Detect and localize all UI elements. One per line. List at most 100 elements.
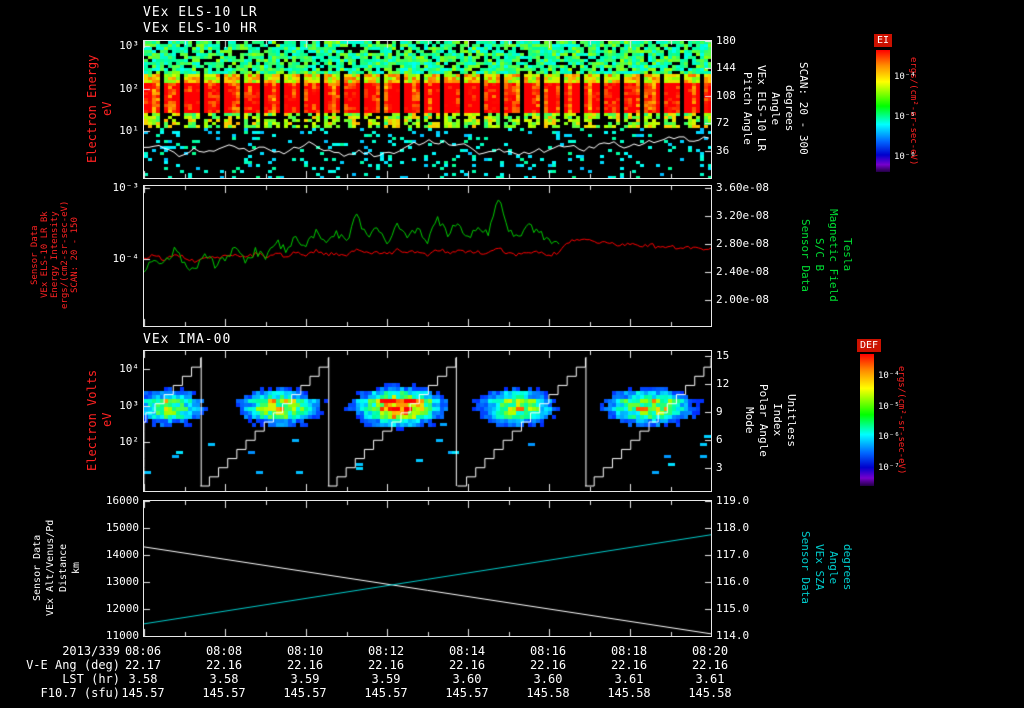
ephemeris-value: 145.58 xyxy=(688,686,732,700)
ephemeris-value: 145.58 xyxy=(526,686,570,700)
y-left-tick-label: 11000 xyxy=(105,629,139,642)
y-left-axis-title-line: Energy Intensity xyxy=(50,211,60,299)
ephemeris-value: 145.57 xyxy=(445,686,489,700)
ephemeris-row-label: F10.7 (sfu) xyxy=(40,686,120,700)
y-left-axis-title-line: VEx Alt/Venus/Pd xyxy=(45,519,56,616)
colorbar-ima-units: ergs/(cm²-sr-sec-eV) xyxy=(896,365,906,475)
ephemeris-value: 22.16 xyxy=(367,658,405,672)
ephemeris-value: 3.61 xyxy=(614,672,644,686)
y-right-axis-title-line: VEx ELS-10 LR xyxy=(755,65,768,152)
y-right-tick-label: 9 xyxy=(716,404,723,418)
time-tick-label: 08:06 xyxy=(124,644,162,658)
y-right-axis-title-line: Unitless xyxy=(785,393,798,447)
y-left-tick-label: 15000 xyxy=(105,521,139,534)
y-right-axis-title-line: Index xyxy=(771,403,784,437)
ephemeris-value: 3.58 xyxy=(128,672,158,686)
y-left-axis-title-line: SCAN: 20 - 150 xyxy=(70,217,80,293)
y-right-axis-title-line: VEx SZA xyxy=(813,544,826,591)
time-tick-label: 08:18 xyxy=(610,644,648,658)
y-left-tick-label: 10⁴ xyxy=(119,362,139,376)
y-right-axis-title-line: Sensor Data xyxy=(799,531,812,604)
y-left-tick-label: 10⁻³ xyxy=(112,181,140,195)
panel1-title-line2: VEx ELS-10 HR xyxy=(143,21,258,36)
y-right-tick-label: 108 xyxy=(716,88,736,102)
y-left-tick-label: 12000 xyxy=(105,602,139,615)
panel1-title-line1: VEx ELS-10 LR xyxy=(143,5,258,20)
els-spectrogram-canvas xyxy=(143,40,712,179)
y-right-axis-title-line: Sensor Data xyxy=(799,218,812,292)
colorbar-ima-gradient xyxy=(860,354,874,486)
y-right-tick-label: 118.0 xyxy=(716,521,750,534)
y-left-tick-label: 10² xyxy=(119,81,139,95)
ephemeris-row-label: LST (hr) xyxy=(62,672,120,686)
y-right-tick-label: 117.0 xyxy=(716,548,750,561)
ephemeris-value: 22.16 xyxy=(448,658,486,672)
y-right-axis-title-line: Angle xyxy=(827,550,840,585)
y-right-tick-label: 2.80e-08 xyxy=(716,237,769,251)
y-right-tick-label: 114.0 xyxy=(716,629,750,642)
y-right-axis-title-line: Magnetic Field xyxy=(827,208,840,302)
ima-spectrogram-canvas xyxy=(143,350,712,492)
y-left-axis-title-line: km xyxy=(71,561,82,574)
colorbar-els-title: EI xyxy=(874,34,893,47)
y-right-axis-title-line: S/C B xyxy=(813,238,826,272)
ephemeris-value: 3.59 xyxy=(290,672,320,686)
ephemeris-value: 3.61 xyxy=(695,672,725,686)
ephemeris-value: 22.17 xyxy=(124,658,162,672)
y-left-tick-label: 10³ xyxy=(119,39,139,53)
y-right-tick-label: 115.0 xyxy=(716,602,750,615)
y-right-axis-title: Sensor Data S/C B Magnetic Field Tesla xyxy=(798,185,854,325)
colorbar-tick-label: 10⁻⁴ xyxy=(894,71,916,82)
y-left-axis-title-line: Electron Volts xyxy=(85,369,99,471)
ephemeris-value: 22.16 xyxy=(205,658,243,672)
ephemeris-value: 145.57 xyxy=(283,686,327,700)
ephemeris-value: 22.16 xyxy=(691,658,729,672)
y-left-tick-label: 10⁻⁴ xyxy=(112,251,140,265)
y-right-tick-label: 72 xyxy=(716,116,730,130)
y-right-tick-label: 3.60e-08 xyxy=(716,181,769,195)
colorbar-els-gradient xyxy=(876,50,890,172)
time-tick-label: 08:12 xyxy=(367,644,405,658)
y-right-axis-title-line: Tesla xyxy=(841,238,854,272)
y-right-axis-title: Mode Polar Angle Index Unitless xyxy=(742,350,798,490)
panel3-title: VEx IMA-00 xyxy=(143,332,232,347)
colorbar-tick-label: 10⁻⁴ xyxy=(878,371,900,382)
ephemeris-value: 22.16 xyxy=(610,658,648,672)
y-left-tick-label: 10² xyxy=(119,435,139,448)
colorbar-tick-label: 10⁻⁵ xyxy=(878,401,900,412)
y-right-tick-label: 12 xyxy=(716,376,730,390)
time-tick-label: 08:14 xyxy=(448,644,486,658)
time-tick-label: 08:20 xyxy=(691,644,729,658)
ephemeris-value: 3.59 xyxy=(371,672,401,686)
y-right-axis-title-line: Polar Angle xyxy=(757,383,770,457)
y-right-tick-label: 36 xyxy=(716,143,730,157)
y-left-axis-title: Sensor Data VEx ELS-10 LR Bk Energy Intens… xyxy=(30,185,80,325)
y-left-axis-title-line: VEx ELS-10 LR Bk xyxy=(40,211,50,299)
y-right-axis-title: Sensor Data VEx SZA Angle degrees xyxy=(798,500,854,635)
bfield-line-chart-canvas xyxy=(143,185,712,327)
y-left-axis-title-line: ergs/(cm2-sr-sec-eV) xyxy=(60,200,70,310)
y-left-axis-title-line: eV xyxy=(100,101,114,116)
y-right-axis-title-line: degrees xyxy=(841,544,854,591)
y-right-tick-label: 3.20e-08 xyxy=(716,209,769,223)
y-left-tick-label: 16000 xyxy=(105,494,139,507)
y-right-axis-title-line: Pitch Angle xyxy=(741,72,754,145)
y-right-axis-title-line: degrees xyxy=(783,85,796,132)
y-right-tick-label: 15 xyxy=(716,348,730,362)
ephemeris-line-canvas xyxy=(143,500,712,637)
colorbar-tick-label: 10⁻⁵ xyxy=(894,112,916,123)
y-right-tick-label: 2.00e-08 xyxy=(716,293,769,307)
y-right-axis-title-line: Mode xyxy=(743,406,756,434)
ephemeris-value: 22.16 xyxy=(529,658,567,672)
ephemeris-value: 145.57 xyxy=(121,686,165,700)
ephemeris-value: 3.58 xyxy=(209,672,239,686)
y-right-tick-label: 3 xyxy=(716,460,723,474)
y-left-tick-label: 13000 xyxy=(105,575,139,588)
y-right-axis-title-line: Angle xyxy=(769,91,782,126)
y-left-tick-label: 14000 xyxy=(105,548,139,561)
y-right-tick-label: 119.0 xyxy=(716,494,750,507)
ephemeris-value: 145.57 xyxy=(202,686,246,700)
colorbar-els-units: ergs/(cm²-sr-sec-eV) xyxy=(908,56,918,166)
y-left-axis-title-line: eV xyxy=(100,412,114,428)
